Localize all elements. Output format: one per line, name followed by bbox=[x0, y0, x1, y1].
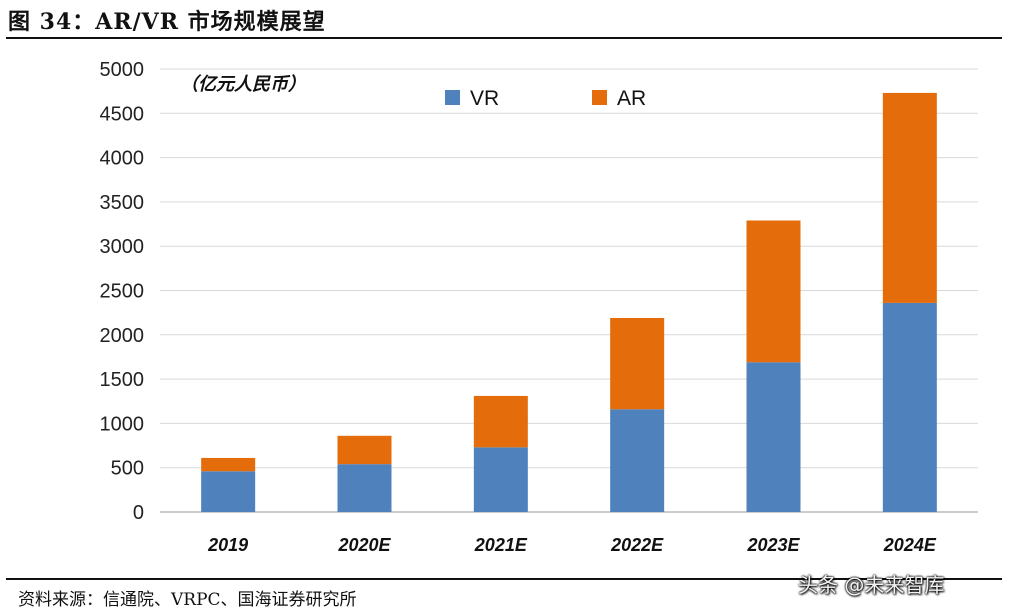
x-tick-label: 2022E bbox=[610, 535, 664, 555]
legend: VR AR bbox=[445, 87, 646, 110]
watermark: 头条 @未来智库 bbox=[798, 573, 945, 597]
legend-swatch-ar bbox=[592, 90, 607, 105]
y-tick-label: 3500 bbox=[100, 192, 145, 214]
source-note: 资料来源：信通院、VRPC、国海证券研究所 bbox=[18, 590, 357, 610]
top-rule bbox=[6, 37, 1002, 39]
bar-vr-2019 bbox=[201, 471, 256, 512]
bar-vr-2022e bbox=[610, 409, 665, 512]
y-tick-label: 2500 bbox=[100, 281, 145, 303]
y-tick-label: 500 bbox=[111, 458, 144, 480]
bars bbox=[201, 92, 937, 512]
bar-vr-2024e bbox=[882, 302, 937, 512]
x-tick-label: 2020E bbox=[337, 535, 391, 555]
bar-ar-2024e bbox=[882, 92, 937, 303]
legend-swatch-vr bbox=[445, 90, 460, 105]
bar-ar-2019 bbox=[201, 457, 256, 472]
bar-ar-2020e bbox=[337, 435, 392, 465]
y-tick-label: 0 bbox=[133, 502, 144, 524]
y-tick-label: 4500 bbox=[100, 103, 145, 125]
bar-ar-2022e bbox=[610, 317, 665, 410]
x-tick-label: 2023E bbox=[746, 535, 800, 555]
y-tick-label: 1000 bbox=[100, 413, 145, 435]
bar-ar-2023e bbox=[746, 220, 801, 363]
figure-title: 图 34：AR/VR 市场规模展望 bbox=[8, 9, 326, 35]
y-tick-label: 3000 bbox=[100, 236, 145, 258]
legend-label-ar: AR bbox=[617, 87, 646, 110]
x-tick-label: 2024E bbox=[883, 535, 937, 555]
gridlines bbox=[160, 68, 978, 513]
y-tick-label: 4000 bbox=[100, 148, 145, 170]
x-tick-label: 2021E bbox=[474, 535, 528, 555]
y-tick-label: 2000 bbox=[100, 325, 145, 347]
y-tick-label: 1500 bbox=[100, 369, 145, 391]
bar-vr-2023e bbox=[746, 362, 801, 512]
legend-label-vr: VR bbox=[470, 87, 499, 110]
bar-ar-2021e bbox=[473, 395, 528, 448]
bottom-rule bbox=[6, 578, 1002, 580]
y-axis: 0 500 1000 1500 2000 2500 3000 3500 4000 4500 5000 bbox=[100, 59, 145, 524]
x-axis: 2019 2020E 2021E 2022E 2023E 2024E bbox=[207, 535, 937, 555]
x-tick-label: 2019 bbox=[207, 535, 248, 555]
unit-label: （亿元人民币） bbox=[180, 74, 306, 95]
y-tick-label: 5000 bbox=[100, 59, 145, 81]
bar-vr-2021e bbox=[473, 447, 528, 512]
bar-vr-2020e bbox=[337, 464, 392, 512]
